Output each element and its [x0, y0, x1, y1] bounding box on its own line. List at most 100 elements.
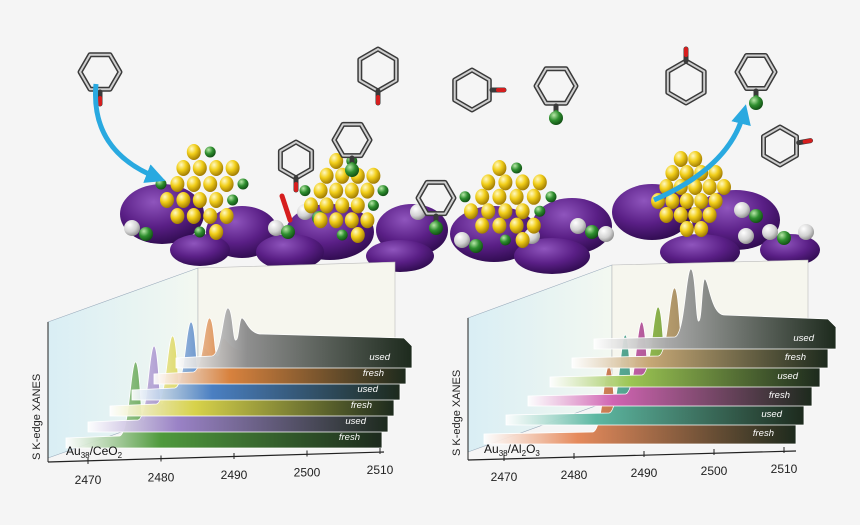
gold-atom — [360, 212, 375, 229]
support-particle — [660, 234, 740, 270]
tick-label: 2510 — [771, 462, 798, 476]
benzene-ring-icon — [761, 124, 814, 168]
curved-arrow-icon — [93, 83, 166, 183]
tick-label: 2480 — [148, 471, 175, 485]
gold-atom — [688, 151, 703, 167]
oxide-support — [120, 184, 820, 274]
gold-atom — [702, 179, 717, 195]
trace-label: used — [369, 352, 390, 363]
thiol-molecules — [77, 46, 814, 239]
support-atom — [598, 226, 614, 242]
gold-atom — [464, 203, 478, 220]
trace-label: fresh — [363, 368, 384, 379]
gold-atom — [708, 165, 723, 181]
gold-atom — [526, 188, 541, 205]
gold-atom — [509, 217, 524, 234]
gold-atom — [665, 193, 680, 209]
gold-atom — [160, 192, 174, 208]
trace-label: used — [777, 371, 798, 382]
left-trace-stack: fresh used fresh used fresh used — [65, 307, 413, 449]
support-atom — [124, 220, 140, 236]
support-particle — [760, 234, 820, 266]
sulfur-atom — [511, 162, 523, 174]
oxygen-bond — [279, 193, 293, 223]
gold-atom — [335, 197, 350, 214]
benzene-ring-icon — [665, 46, 707, 106]
y-axis-label: S K-edge XANES — [451, 370, 463, 456]
benzene-ring-icon — [277, 139, 315, 193]
gold-cluster-icon — [155, 144, 249, 240]
gold-atom — [366, 167, 381, 184]
benzene-ring-icon — [331, 121, 373, 177]
gold-atom — [176, 160, 191, 176]
tick-label: 2490 — [631, 466, 658, 480]
xanes-trace — [593, 268, 837, 350]
curved-arrow-icon — [653, 104, 751, 203]
sample-label: Au38/CeO2 — [66, 444, 123, 460]
sulfur-atom — [459, 191, 471, 203]
sulfur-atom — [345, 163, 359, 177]
sulfur-atom — [377, 185, 389, 197]
gold-atom — [319, 167, 334, 184]
gold-atom — [313, 182, 328, 199]
gold-atom — [673, 151, 688, 167]
gold-atom — [186, 208, 201, 224]
sulfur-atom — [469, 239, 483, 253]
x-tick-labels: 2470 2480 2490 2500 2510 — [75, 448, 394, 487]
gold-atom — [694, 221, 709, 237]
gold-atom — [225, 160, 240, 176]
gold-clusters — [155, 144, 731, 248]
gold-atom — [717, 179, 731, 195]
gold-atom — [688, 179, 703, 195]
gold-atom — [319, 197, 334, 214]
support-atom — [268, 220, 284, 236]
gold-atom — [498, 174, 513, 191]
sulfur-atom — [585, 225, 599, 239]
support-atom — [454, 232, 470, 248]
support-atom — [738, 228, 754, 244]
y-axis-label: S K-edge XANES — [31, 374, 43, 460]
gold-atom — [515, 232, 530, 248]
gold-atom — [673, 207, 688, 223]
trace-label: used — [793, 333, 814, 344]
tick-label: 2490 — [221, 468, 248, 482]
xanes-trace — [175, 307, 413, 369]
tick-label: 2470 — [75, 473, 102, 487]
tick-label: 2500 — [701, 464, 728, 478]
sulfur-atom — [367, 199, 379, 211]
gold-atom — [350, 227, 365, 243]
gold-atom — [665, 165, 680, 181]
gold-atom — [509, 188, 524, 205]
gold-atom — [492, 217, 507, 234]
x-tick-labels: 2470 2480 2490 2500 2510 — [491, 447, 798, 484]
gold-atom — [481, 203, 496, 220]
gold-atom — [492, 188, 507, 205]
right-xanes-panel: fresh used fresh used fresh used S K-edge XAN… — [451, 259, 837, 484]
sulfur-atom — [749, 96, 763, 110]
gold-cluster-icon — [459, 160, 557, 248]
benzene-ring-icon — [77, 52, 123, 107]
support-atom — [734, 202, 750, 218]
gold-atom — [515, 174, 530, 191]
x-axis — [467, 450, 797, 461]
trace-label: used — [761, 409, 782, 420]
tick-label: 2470 — [491, 470, 518, 484]
trace-label: fresh — [339, 432, 360, 443]
gold-atom — [329, 153, 344, 169]
sulfur-atom — [777, 231, 791, 245]
x-axis — [47, 451, 385, 463]
trace-label: fresh — [769, 390, 790, 401]
sulfur-atom — [549, 111, 563, 125]
gold-atom — [176, 192, 191, 208]
tick-label: 2510 — [367, 463, 394, 477]
gold-atom — [498, 203, 513, 220]
gold-atom — [475, 217, 490, 234]
gold-atom — [170, 176, 185, 192]
benzene-ring-icon — [357, 46, 399, 106]
support-atom — [570, 218, 586, 234]
tick-label: 2480 — [561, 468, 588, 482]
sulfur-atom — [227, 194, 239, 206]
gold-atom — [481, 174, 496, 191]
sulfur-atom — [204, 146, 216, 158]
gold-atom — [219, 176, 234, 192]
